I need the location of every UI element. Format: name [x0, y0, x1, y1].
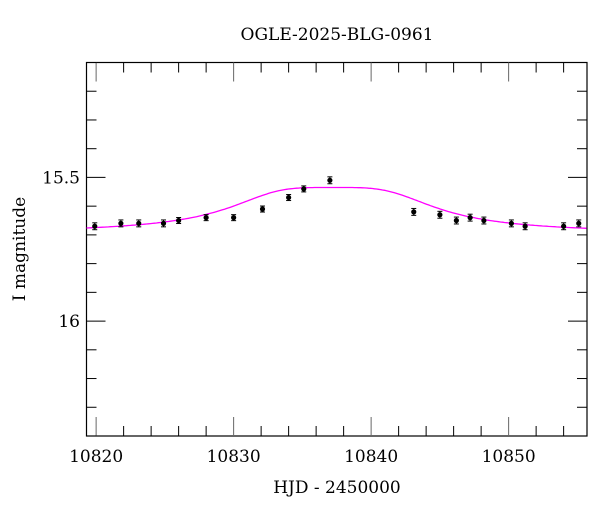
data-point [160, 219, 167, 228]
data-point [259, 205, 266, 213]
x-tick-labels: 10820 10830 10840 10850 [69, 447, 536, 467]
data-point [453, 216, 459, 225]
data-point [286, 194, 292, 202]
y-tick-label: 15.5 [42, 168, 80, 188]
x-tick-label: 10830 [207, 447, 261, 467]
data-point [176, 217, 182, 225]
plot-frame [85, 61, 588, 437]
data-point [508, 219, 514, 228]
data-point [231, 214, 237, 222]
data-point [481, 216, 487, 225]
data-point [467, 213, 473, 222]
data-point [301, 185, 307, 193]
plot-area [85, 61, 588, 437]
x-tick-label: 10820 [69, 447, 123, 467]
data-point [411, 207, 417, 216]
data-point [136, 219, 142, 228]
x-tick-label: 10840 [344, 447, 398, 467]
x-tick-label: 10850 [482, 447, 536, 467]
model-curve [86, 186, 587, 229]
y-tick-label: 16 [58, 312, 80, 332]
data-point [437, 210, 443, 219]
data-point [327, 176, 333, 185]
chart-title: OGLE-2025-BLG-0961 [241, 25, 434, 45]
data-point [92, 222, 98, 231]
x-axis-label: HJD - 2450000 [273, 478, 401, 498]
data-point [561, 222, 567, 231]
data-points [92, 176, 582, 231]
axis-ticks [86, 62, 587, 437]
data-point [203, 214, 209, 222]
y-axis-label: I magnitude [10, 197, 30, 301]
data-point [522, 222, 528, 231]
model-fit-line [86, 186, 587, 229]
y-tick-labels: 15.5 16 [42, 168, 80, 332]
data-point [576, 219, 582, 228]
data-point [118, 219, 124, 228]
